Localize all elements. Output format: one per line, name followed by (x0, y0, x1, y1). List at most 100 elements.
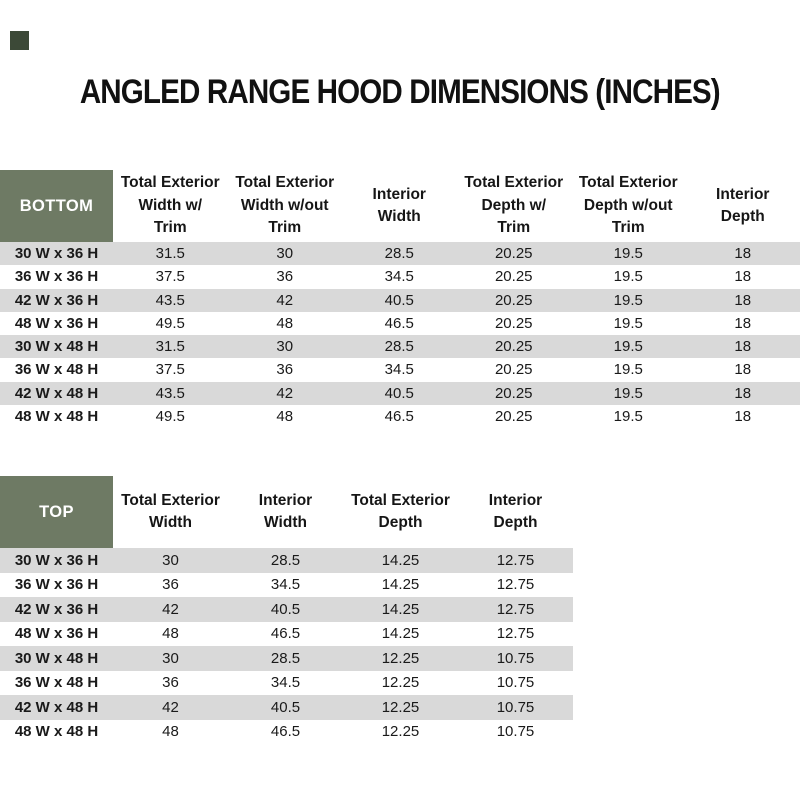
cell-value: 19.5 (613, 268, 643, 286)
cell-value: 30 (162, 551, 179, 569)
table-row: 48 W x 48 H 48 46.5 12.25 10.75 (0, 720, 573, 745)
cell-value: 43.5 (155, 384, 185, 402)
cell-value: 10.75 (496, 698, 535, 716)
cell-value: 20.25 (494, 268, 533, 286)
cell-value: 19.5 (613, 245, 643, 263)
row-label: 42 W x 36 H (14, 291, 99, 309)
cell-value: 30 (276, 245, 294, 263)
cell-value: 19.5 (613, 338, 643, 356)
cell-value: 31.5 (155, 338, 185, 356)
cell-value: 36 (276, 268, 294, 286)
cell-value: 12.25 (381, 674, 420, 692)
cell-value: 18 (734, 245, 752, 263)
cell-value: 10.75 (496, 674, 535, 692)
cell-value: 12.75 (496, 625, 535, 643)
cell-value: 48 (276, 314, 294, 332)
cell-value: 19.5 (613, 291, 643, 309)
cell-value: 14.25 (381, 625, 420, 643)
cell-value: 20.25 (494, 291, 533, 309)
row-label: 48 W x 36 H (14, 625, 99, 643)
cell-value: 19.5 (613, 384, 643, 402)
table-row: 30 W x 36 H 31.5 30 28.5 20.25 19.5 18 (0, 242, 800, 266)
cell-value: 48 (162, 723, 179, 741)
cell-value: 34.5 (384, 361, 414, 379)
cell-value: 14.25 (381, 600, 420, 618)
cell-value: 20.25 (494, 338, 533, 356)
cell-value: 30 (276, 338, 294, 356)
cell-value: 48 (162, 625, 179, 643)
table-row: 30 W x 48 H 31.5 30 28.5 20.25 19.5 18 (0, 335, 800, 359)
cell-value: 20.25 (494, 407, 533, 425)
cell-value: 42 (162, 698, 179, 716)
cell-value: 42 (276, 384, 294, 402)
column-header: Total Exterior Width w/out Trim (235, 174, 335, 237)
cell-value: 43.5 (155, 291, 185, 309)
cell-value: 36 (276, 361, 294, 379)
column-header: Interior Depth (716, 185, 770, 226)
cell-value: 40.5 (270, 600, 301, 618)
cell-value: 19.5 (613, 407, 643, 425)
table-row: 42 W x 48 H 42 40.5 12.25 10.75 (0, 695, 573, 720)
cell-value: 28.5 (384, 245, 414, 263)
column-header: Interior Width (258, 491, 313, 532)
table-row: 30 W x 36 H 30 28.5 14.25 12.75 (0, 548, 573, 573)
cell-value: 36 (162, 576, 179, 594)
cell-value: 18 (734, 338, 752, 356)
table-row: 36 W x 36 H 37.5 36 34.5 20.25 19.5 18 (0, 265, 800, 288)
cell-value: 42 (276, 291, 294, 309)
cell-value: 18 (734, 314, 752, 332)
row-label: 36 W x 48 H (14, 674, 99, 692)
cell-value: 37.5 (155, 268, 185, 286)
cell-value: 28.5 (270, 551, 301, 569)
cell-value: 34.5 (384, 268, 414, 286)
column-header: Total Exterior Depth w/out Trim (578, 174, 678, 237)
row-label: 48 W x 48 H (14, 407, 99, 425)
table-row: 48 W x 36 H 49.5 48 46.5 20.25 19.5 18 (0, 312, 800, 335)
row-label: 48 W x 36 H (14, 314, 99, 332)
cell-value: 12.25 (381, 649, 420, 667)
cell-value: 18 (734, 407, 752, 425)
row-label: 30 W x 48 H (14, 338, 99, 356)
table-row: 48 W x 36 H 48 46.5 14.25 12.75 (0, 622, 573, 647)
cell-value: 10.75 (496, 723, 535, 741)
top-dimensions-table: TOP Total Exterior Width Interior Width Tot… (0, 476, 573, 744)
table-header-row: TOP Total Exterior Width Interior Width Tot… (0, 476, 573, 548)
cell-value: 28.5 (384, 338, 414, 356)
cell-value: 19.5 (613, 314, 643, 332)
column-header: Total Exterior Depth w/ Trim (464, 174, 564, 237)
row-label: 36 W x 36 H (14, 576, 99, 594)
table-row: 48 W x 48 H 49.5 48 46.5 20.25 19.5 18 (0, 405, 800, 428)
cell-value: 30 (162, 649, 179, 667)
cell-value: 49.5 (155, 407, 185, 425)
page-title: ANGLED RANGE HOOD DIMENSIONS (INCHES) (0, 69, 800, 115)
column-header: Total Exterior Width w/ Trim (120, 174, 220, 237)
row-label: 42 W x 48 H (14, 384, 99, 402)
cell-value: 18 (734, 268, 752, 286)
cell-value: 49.5 (155, 314, 185, 332)
cell-value: 20.25 (494, 384, 533, 402)
cell-value: 40.5 (270, 698, 301, 716)
corner-mark (10, 31, 29, 50)
cell-value: 28.5 (270, 649, 301, 667)
cell-value: 37.5 (155, 361, 185, 379)
table-row: 42 W x 36 H 43.5 42 40.5 20.25 19.5 18 (0, 288, 800, 312)
cell-value: 46.5 (384, 314, 414, 332)
cell-value: 19.5 (613, 361, 643, 379)
row-label: 30 W x 36 H (14, 551, 99, 569)
cell-value: 36 (162, 674, 179, 692)
row-label: 42 W x 36 H (14, 600, 99, 618)
column-header: Total Exterior Width (121, 491, 220, 532)
cell-value: 34.5 (270, 576, 301, 594)
cell-value: 20.25 (494, 314, 533, 332)
cell-value: 34.5 (270, 674, 301, 692)
table-row: 42 W x 36 H 42 40.5 14.25 12.75 (0, 597, 573, 622)
row-label: 30 W x 36 H (14, 245, 99, 263)
column-header: Total Exterior Depth (351, 491, 450, 532)
cell-value: 12.25 (381, 723, 420, 741)
cell-value: 18 (734, 384, 752, 402)
cell-value: 12.75 (496, 576, 535, 594)
bottom-dimensions-table: BOTTOM Total Exterior Width w/ Trim Total … (0, 170, 800, 428)
cell-value: 18 (734, 291, 752, 309)
column-header: Interior Width (372, 185, 426, 226)
section-label: BOTTOM (0, 170, 113, 242)
